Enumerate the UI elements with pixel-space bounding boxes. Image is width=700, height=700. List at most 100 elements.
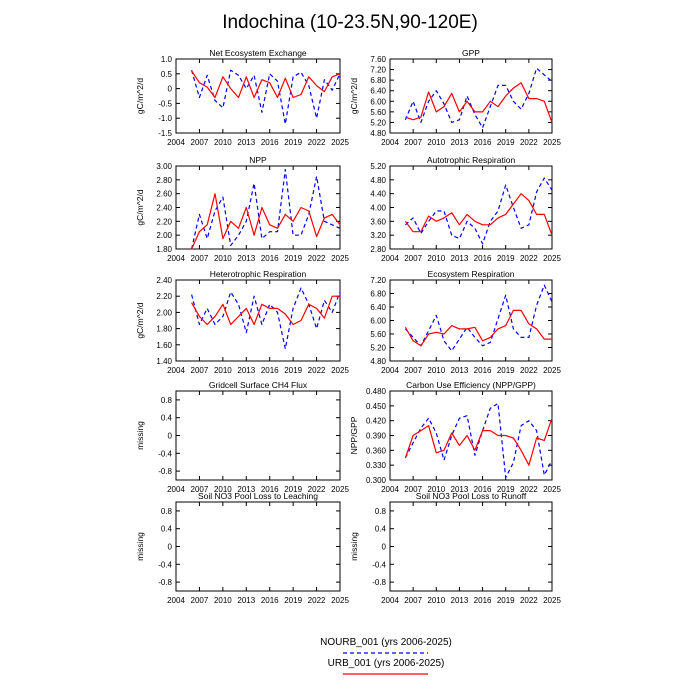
panel-title: Soil NO3 Pool Loss to Leaching <box>198 491 318 501</box>
y-tick-label: 5.60 <box>370 330 386 339</box>
x-tick-label: 2022 <box>520 138 538 147</box>
x-tick-label: 2010 <box>214 254 232 263</box>
panel-nee: Net Ecosystem Exchange 1.0 0.5 0 -0.5 -1.0 -1.… <box>135 48 349 147</box>
x-tick-label: 2019 <box>497 254 515 263</box>
x-tick-label: 2022 <box>308 485 326 494</box>
y-tick-label: 6.40 <box>370 87 386 96</box>
x-tick-label: 2025 <box>331 485 349 494</box>
y-tick-label: 0.480 <box>366 387 387 396</box>
x-tick-label: 2010 <box>427 366 445 375</box>
y-tick-label: 0.5 <box>161 70 173 79</box>
y-tick-label: 0.8 <box>375 507 387 516</box>
plot-frame <box>389 279 553 362</box>
y-tick-label: 7.20 <box>370 66 386 75</box>
y-tick-label: 0.450 <box>366 402 387 411</box>
y-tick-label: 6.40 <box>370 303 386 312</box>
x-tick-label: 2025 <box>331 254 349 263</box>
plot-frame <box>175 390 341 481</box>
x-tick-label: 2013 <box>237 254 255 263</box>
x-tick-label: 2010 <box>427 138 445 147</box>
x-tick-label: 2016 <box>474 138 492 147</box>
y-tick-label: 2.80 <box>370 245 386 254</box>
x-tick-label: 2007 <box>191 485 209 494</box>
y-tick-label: 4.40 <box>370 190 386 199</box>
x-tick-label: 2025 <box>543 596 561 605</box>
x-tick-label: 2022 <box>308 254 326 263</box>
plot-frame <box>175 58 341 134</box>
panel-title: Soil NO3 Pool Loss to Runoff <box>416 491 527 501</box>
panel-er: Ecosystem Respiration 7.20 6.80 6.40 6.00 5.6… <box>370 269 561 375</box>
x-tick-label: 2016 <box>474 254 492 263</box>
series-line-urb-001 <box>191 295 340 326</box>
y-axis-label: missing <box>349 532 359 561</box>
panel-no3runoff: Soil NO3 Pool Loss to Runoff 0.8 0.4 0 -0.4 -… <box>349 491 561 605</box>
y-tick-label: -0.4 <box>158 560 172 569</box>
panel-title: NPP <box>249 155 267 165</box>
y-tick-label: -1.5 <box>158 129 172 138</box>
y-tick-label: 0.4 <box>161 414 173 423</box>
panel-no3leach: Soil NO3 Pool Loss to Leaching 0.8 0.4 0 -0.… <box>135 491 349 605</box>
y-tick-label: -1.0 <box>158 114 172 123</box>
y-axis-label: gC/m^2/d <box>135 189 145 225</box>
panel-ar: Autotrophic Respiration 5.20 4.80 4.40 4.00 3… <box>370 155 561 263</box>
x-tick-label: 2013 <box>237 596 255 605</box>
x-tick-label: 2004 <box>381 596 399 605</box>
x-tick-label: 2022 <box>520 596 538 605</box>
y-tick-label: 2.00 <box>156 231 172 240</box>
y-tick-label: 2.80 <box>156 176 172 185</box>
x-tick-label: 2010 <box>214 366 232 375</box>
y-tick-label: -0.4 <box>372 560 386 569</box>
panel-title: Heterotrophic Respiration <box>210 269 307 279</box>
x-tick-label: 2007 <box>191 366 209 375</box>
x-tick-label: 2025 <box>543 366 561 375</box>
x-tick-label: 2019 <box>497 485 515 494</box>
y-tick-label: 0 <box>168 432 173 441</box>
panel-title: Ecosystem Respiration <box>428 269 515 279</box>
y-tick-label: -0.8 <box>158 578 172 587</box>
figure-title: Indochina (10-23.5N,90-120E) <box>222 12 478 33</box>
y-tick-label: 2.00 <box>156 308 172 317</box>
y-tick-label: 1.80 <box>156 245 172 254</box>
x-tick-label: 2004 <box>381 485 399 494</box>
series-line-urb-001 <box>405 82 553 123</box>
x-tick-label: 2025 <box>331 596 349 605</box>
x-tick-label: 2004 <box>381 366 399 375</box>
y-tick-label: 0.420 <box>366 417 387 426</box>
y-tick-label: 0.8 <box>161 507 173 516</box>
y-tick-label: 4.80 <box>370 129 386 138</box>
x-tick-label: 2022 <box>520 366 538 375</box>
y-tick-label: -0.8 <box>372 578 386 587</box>
x-tick-label: 2004 <box>167 366 185 375</box>
x-tick-label: 2004 <box>381 254 399 263</box>
y-tick-label: 0.330 <box>366 461 387 470</box>
y-tick-label: -0.4 <box>158 449 172 458</box>
y-tick-label: 4.80 <box>370 357 386 366</box>
y-tick-label: 6.80 <box>370 290 386 299</box>
legend-label-urb: URB_001 (yrs 2006-2025) <box>328 658 445 669</box>
y-tick-label: 4.00 <box>370 204 386 213</box>
y-tick-label: 0.300 <box>366 476 387 485</box>
y-tick-label: 6.00 <box>370 97 386 106</box>
y-tick-label: 1.80 <box>156 325 172 334</box>
x-tick-label: 2010 <box>214 596 232 605</box>
y-tick-label: 0.8 <box>161 396 173 405</box>
panel-title: Net Ecosystem Exchange <box>209 48 307 58</box>
plot-frame <box>389 165 553 250</box>
x-tick-label: 2016 <box>474 366 492 375</box>
y-tick-label: 6.80 <box>370 76 386 85</box>
x-tick-label: 2016 <box>261 138 279 147</box>
x-tick-label: 2019 <box>497 366 515 375</box>
y-tick-label: 5.60 <box>370 108 386 117</box>
y-tick-label: 5.20 <box>370 344 386 353</box>
panel-cue: Carbon Use Efficiency (NPP/GPP) 0.480 0.45… <box>349 380 561 494</box>
y-tick-label: 4.80 <box>370 176 386 185</box>
x-tick-label: 2016 <box>474 485 492 494</box>
plot-frame <box>175 279 341 362</box>
x-tick-label: 2007 <box>404 138 422 147</box>
y-tick-label: 1.40 <box>156 357 172 366</box>
x-tick-label: 2007 <box>404 254 422 263</box>
x-tick-label: 2022 <box>520 254 538 263</box>
panel-title: Autotrophic Respiration <box>427 155 516 165</box>
y-tick-label: 2.20 <box>156 292 172 301</box>
